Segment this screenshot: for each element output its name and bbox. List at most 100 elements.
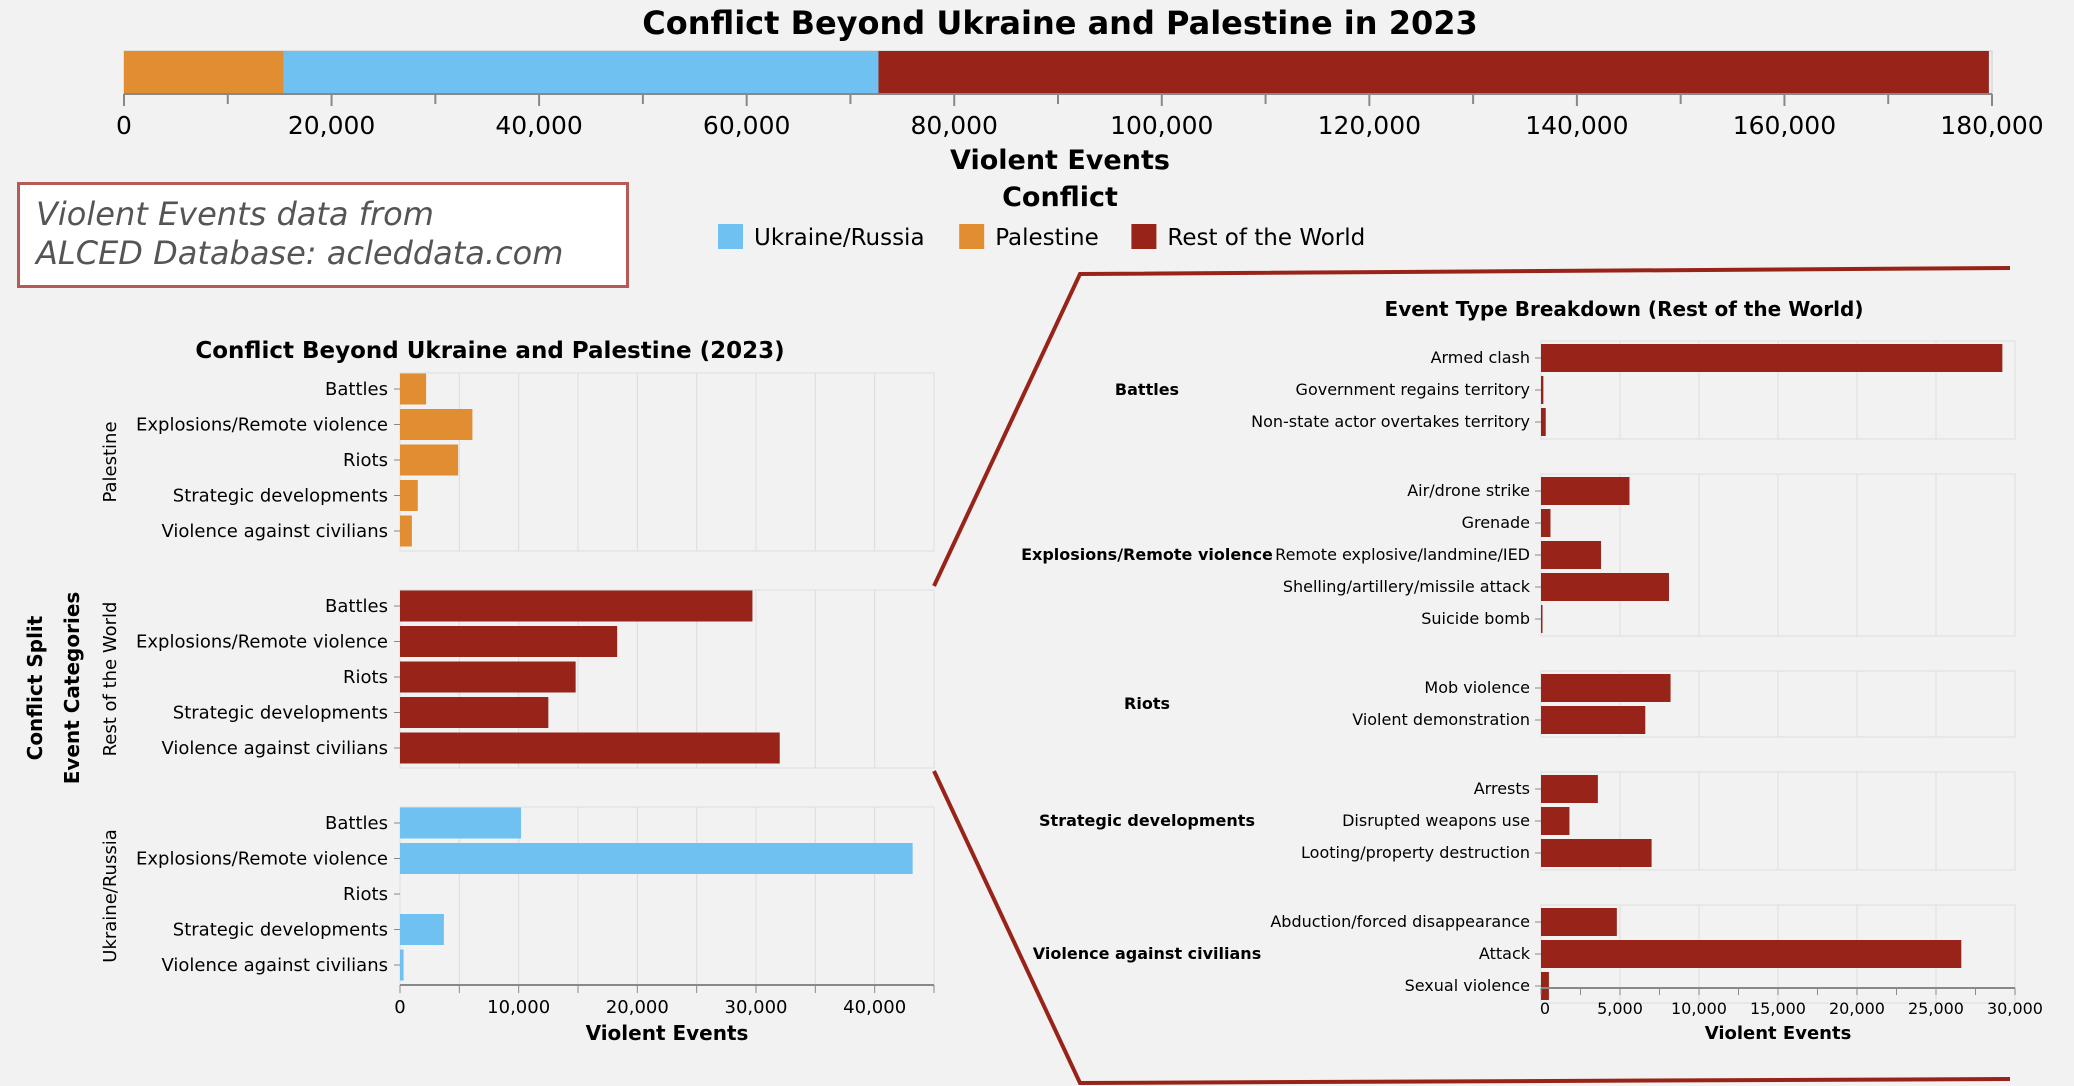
group-label: Explosions/Remote violence <box>1021 545 1273 564</box>
category-label: Strategic developments <box>173 920 388 941</box>
category-label: Violence against civilians <box>161 521 388 542</box>
bar <box>400 480 418 511</box>
right-chart-title: Event Type Breakdown (Rest of the World) <box>1385 297 1864 321</box>
bar <box>400 590 753 622</box>
facet-rest-of-the-world: Rest of the World Battles Explosions/Remot… <box>100 589 935 769</box>
category-label: Strategic developments <box>173 703 388 724</box>
category-label: Battles <box>325 813 388 834</box>
bar <box>400 732 780 764</box>
bar <box>1541 940 1962 968</box>
group-label: Violence against civilians <box>1033 944 1261 963</box>
bar <box>1541 573 1669 601</box>
top-x-tick-label: 80,000 <box>910 111 997 140</box>
top-x-tick-label: 40,000 <box>495 111 582 140</box>
facet-label: Palestine <box>100 421 121 502</box>
data-source-line-1: Violent Events data from <box>36 195 434 233</box>
bar <box>400 949 404 981</box>
left-chart-title: Conflict Beyond Ukraine and Palestine (2… <box>195 338 784 364</box>
subtype-label: Attack <box>1479 944 1531 963</box>
bar <box>1541 839 1652 867</box>
top-bar-segment <box>283 51 879 94</box>
bar <box>1541 908 1617 936</box>
category-label: Explosions/Remote violence <box>136 415 388 436</box>
bar <box>1541 775 1598 803</box>
bar <box>1541 376 1544 404</box>
bar <box>400 626 618 657</box>
left-x-tick-label: 40,000 <box>843 997 906 1018</box>
zoom-connector-lines <box>932 266 2011 1086</box>
bar <box>1541 344 2003 372</box>
right-x-tick-label: 15,000 <box>1750 999 1806 1018</box>
category-label: Violence against civilians <box>161 738 388 759</box>
left-x-tick-label: 20,000 <box>606 997 669 1018</box>
subtype-label: Violent demonstration <box>1352 710 1530 729</box>
legend-label: Palestine <box>995 225 1099 251</box>
group-violence-against-civilians: Violence against civilians Abduction/forc… <box>1033 904 2016 1004</box>
subtype-label: Disrupted weapons use <box>1342 811 1530 830</box>
right-x-tick-label: 10,000 <box>1671 999 1727 1018</box>
top-x-tick-label: 120,000 <box>1318 111 1421 140</box>
subtype-label: Non-state actor overtakes territory <box>1251 412 1530 431</box>
bar <box>1541 605 1543 633</box>
subtype-label: Government regains territory <box>1296 380 1530 399</box>
connector-lower <box>932 770 2011 1086</box>
top-bar-segment <box>878 51 1989 94</box>
facet-ukraine-russia: Ukraine/Russia Battles Explosions/Remote v… <box>100 806 935 986</box>
group-label: Riots <box>1124 694 1170 713</box>
subtype-label: Air/drone strike <box>1407 481 1530 500</box>
left-inner-y-label: Event Categories <box>60 592 84 785</box>
group-label: Strategic developments <box>1039 811 1255 830</box>
facet-label: Rest of the World <box>100 602 121 757</box>
bar <box>1541 674 1671 702</box>
right-x-tick-label: 0 <box>1540 999 1550 1018</box>
group-label: Battles <box>1115 380 1179 399</box>
right-x-axis-label: Violent Events <box>1705 1023 1852 1044</box>
left-x-axis-label: Violent Events <box>586 1021 749 1045</box>
bar <box>400 914 444 945</box>
left-faceted-bar-chart: Conflict Beyond Ukraine and Palestine (2… <box>23 338 935 1045</box>
subtype-label: Sexual violence <box>1405 976 1530 995</box>
top-x-tick-label: 160,000 <box>1733 111 1836 140</box>
category-label: Violence against civilians <box>161 955 388 976</box>
top-x-tick-label: 60,000 <box>703 111 790 140</box>
right-x-tick-label: 20,000 <box>1829 999 1885 1018</box>
group-battles: Battles Armed clash Government regains ter… <box>1115 340 2016 440</box>
data-source-note: Violent Events data from ALCED Database:… <box>17 182 629 288</box>
subtype-label: Armed clash <box>1431 348 1530 367</box>
category-label: Riots <box>343 884 388 905</box>
bar <box>400 444 459 476</box>
right-x-tick-label: 5,000 <box>1597 999 1643 1018</box>
group-riots: Riots Mob violence Violent demonstration <box>1124 670 2016 738</box>
subtype-label: Abduction/forced disappearance <box>1270 912 1530 931</box>
bar <box>400 807 522 839</box>
bar <box>400 697 549 728</box>
top-x-axis-label: Violent Events <box>950 145 1170 176</box>
connector-upper <box>932 266 2011 587</box>
subtype-label: Remote explosive/landmine/IED <box>1275 545 1530 564</box>
subtype-label: Mob violence <box>1424 678 1530 697</box>
bar <box>400 661 576 693</box>
right-breakdown-bar-chart: Event Type Breakdown (Rest of the World)… <box>1021 297 2043 1044</box>
legend-swatch <box>718 224 743 249</box>
legend: Conflict Ukraine/Russia Palestine Rest of … <box>718 182 1365 251</box>
subtype-label: Shelling/artillery/missile attack <box>1283 577 1531 596</box>
subtype-label: Suicide bomb <box>1421 609 1530 628</box>
top-bar-segment <box>124 51 284 94</box>
category-label: Riots <box>343 667 388 688</box>
category-label: Riots <box>343 450 388 471</box>
left-outer-y-label: Conflict Split <box>23 615 47 760</box>
category-label: Strategic developments <box>173 486 388 507</box>
legend-label: Rest of the World <box>1167 225 1365 251</box>
bar <box>400 515 412 547</box>
top-stacked-bar-chart: Conflict Beyond Ukraine and Palestine in… <box>116 4 2044 176</box>
top-x-tick-label: 140,000 <box>1525 111 1628 140</box>
facet-palestine: Palestine Battles Explosions/Remote violen… <box>100 372 935 552</box>
bar <box>400 373 427 405</box>
legend-swatch <box>1131 224 1157 249</box>
group-explosions-remote-violence: Explosions/Remote violence Air/drone stri… <box>1021 473 2016 637</box>
bar <box>1541 807 1570 835</box>
bar <box>1541 408 1546 436</box>
bar <box>1541 477 1630 505</box>
bar <box>1541 972 1549 1000</box>
